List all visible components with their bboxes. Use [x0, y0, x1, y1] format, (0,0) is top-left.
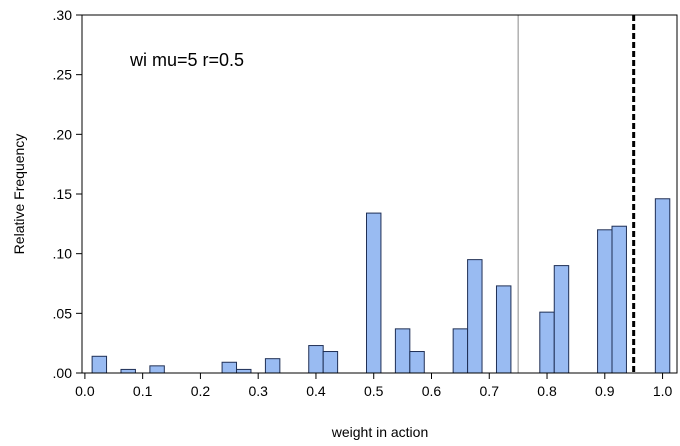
- histogram-bar: [236, 368, 252, 374]
- histogram-bar: [221, 361, 238, 374]
- histogram-bar: [597, 229, 613, 374]
- histogram-bar: [149, 365, 165, 374]
- histogram-bar: [654, 198, 671, 374]
- chart-annotation: wi mu=5 r=0.5: [129, 50, 244, 70]
- histogram-bar: [120, 368, 136, 374]
- y-tick-label: .05: [53, 305, 73, 321]
- x-tick-label: 0.3: [248, 383, 268, 399]
- x-tick-label: 0.4: [306, 383, 326, 399]
- x-axis-ticks: 0.0 0.1 0.2 0.3 0.4 0.5 0.6 0.7 0.8 0.9 1.0: [75, 373, 672, 399]
- x-axis-label: weight in action: [331, 424, 429, 440]
- bar-group: [91, 198, 671, 374]
- x-tick-label: 0.8: [537, 383, 557, 399]
- reference-lines: [517, 15, 636, 373]
- histogram-bar: [366, 212, 382, 374]
- histogram-bar: [91, 355, 108, 374]
- histogram-bar: [467, 259, 483, 374]
- x-tick-label: 0.2: [191, 383, 211, 399]
- histogram-bar: [409, 351, 425, 374]
- histogram-bar: [394, 328, 411, 374]
- y-tick-label: .15: [53, 186, 73, 202]
- y-tick-label: .00: [53, 365, 73, 381]
- histogram-bar: [322, 351, 339, 374]
- x-tick-label: 0.5: [364, 383, 384, 399]
- x-tick-label: 0.1: [133, 383, 153, 399]
- histogram-bar: [308, 345, 324, 374]
- x-tick-label: 0.6: [422, 383, 442, 399]
- histogram-bar: [452, 328, 469, 374]
- histogram-bar: [264, 358, 281, 374]
- x-tick-label: 1.0: [653, 383, 673, 399]
- histogram-bar: [495, 285, 512, 374]
- y-tick-label: .30: [53, 7, 73, 23]
- y-axis-ticks: .00 .05 .10 .15 .20 .25 .30: [53, 7, 82, 381]
- x-tick-label: 0.0: [75, 383, 95, 399]
- y-tick-label: .25: [53, 67, 73, 83]
- y-axis-label: Relative Frequency: [11, 134, 27, 255]
- histogram-bar: [611, 225, 627, 374]
- y-tick-label: .20: [53, 126, 73, 142]
- x-tick-label: 0.7: [480, 383, 500, 399]
- y-tick-label: .10: [53, 246, 73, 262]
- x-tick-label: 0.9: [595, 383, 615, 399]
- histogram-bar: [553, 265, 570, 374]
- histogram-bar: [539, 311, 555, 374]
